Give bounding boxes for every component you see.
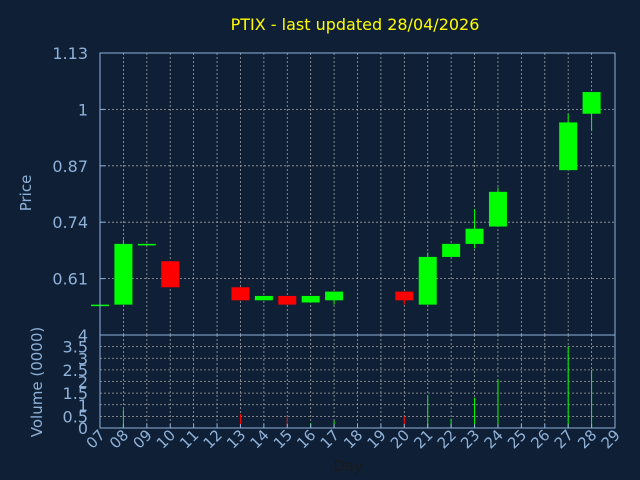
candle-09 <box>137 243 156 246</box>
price-tick-label: 0.87 <box>52 157 88 176</box>
x-tick-label: 12 <box>200 426 226 452</box>
candle-17 <box>325 291 344 305</box>
x-tick-label: 13 <box>223 426 249 452</box>
price-tick-label: 0.61 <box>52 270 88 289</box>
x-tick-label: 18 <box>340 426 366 452</box>
candle-16 <box>301 295 320 303</box>
price-panel: 0.61 0.74 0.87 1 1.13 Price <box>17 44 616 336</box>
candle-24 <box>488 187 507 227</box>
candle-body <box>488 191 507 227</box>
x-tick-label: 20 <box>387 426 413 452</box>
candle-13 <box>231 287 250 301</box>
candle-body <box>465 228 484 244</box>
x-tick-label: 16 <box>293 426 319 452</box>
candle-body <box>114 243 133 305</box>
x-tick-label: 22 <box>434 426 460 452</box>
price-axis-label: Price <box>17 175 35 212</box>
candle-body <box>301 295 320 303</box>
candle-body <box>137 243 156 246</box>
x-tick-label: 14 <box>246 426 272 452</box>
candle-14 <box>254 295 273 301</box>
volume-axis-label: Volume (0000) <box>28 327 46 437</box>
x-tick-labels: 0708091011121314151617181920212223242526… <box>83 424 624 452</box>
candle-body <box>161 261 180 288</box>
x-axis-label: Day <box>333 457 363 475</box>
volume-tick-label: 0.5 <box>63 407 88 426</box>
price-tick-label: 1 <box>78 100 88 119</box>
candle-10 <box>161 261 180 288</box>
candle-27 <box>559 113 578 171</box>
x-tick-label: 25 <box>504 426 530 452</box>
volume-tick-label: 2 <box>78 373 88 392</box>
candle-body <box>231 287 250 301</box>
price-grid <box>100 52 615 335</box>
candle-body <box>442 243 461 257</box>
volume-tick-label: 3 <box>78 349 88 368</box>
candle-22 <box>442 243 461 257</box>
x-tick-label: 21 <box>410 426 436 452</box>
volume-panel: 00.511.522.533.54 Volume (0000) <box>28 326 616 438</box>
candle-15 <box>278 295 297 305</box>
candle-21 <box>418 252 437 305</box>
x-tick-label: 08 <box>106 426 132 452</box>
x-tick-label: 24 <box>481 426 507 452</box>
volume-tick-label: 4 <box>78 326 88 345</box>
x-tick-label: 17 <box>317 426 343 452</box>
candle-body <box>559 122 578 171</box>
x-tick-label: 27 <box>551 426 577 452</box>
x-tick-label: 23 <box>457 426 483 452</box>
x-tick-label: 26 <box>527 426 553 452</box>
x-tick-label: 29 <box>598 426 624 452</box>
x-tick-label: 28 <box>574 426 600 452</box>
volume-tick-label: 1.5 <box>63 384 88 403</box>
volume-tick-label: 0 <box>78 419 88 438</box>
candle-body <box>418 256 437 305</box>
candle-body <box>325 291 344 301</box>
price-tick-labels: 0.61 0.74 0.87 1 1.13 <box>52 44 105 289</box>
candle-body <box>582 92 601 114</box>
candle-body <box>395 291 414 301</box>
x-tick-label: 10 <box>153 426 179 452</box>
x-tick-label: 09 <box>129 426 155 452</box>
x-tick-label: 11 <box>176 426 202 452</box>
volume-grid <box>100 335 615 428</box>
x-tick-label: 19 <box>364 426 390 452</box>
chart-title: PTIX - last updated 28/04/2026 <box>231 15 480 34</box>
candle-20 <box>395 291 414 305</box>
price-tick-label: 1.13 <box>52 44 88 63</box>
candle-23 <box>465 209 484 249</box>
volume-tick-label: 1 <box>78 396 88 415</box>
candlesticks <box>91 92 601 307</box>
x-tick-label: 15 <box>270 426 296 452</box>
candle-body <box>278 295 297 305</box>
candle-28 <box>582 92 601 132</box>
volume-tick-label: 3.5 <box>63 338 88 357</box>
volume-tick-labels: 00.511.522.533.54 <box>63 326 88 438</box>
candle-08 <box>114 239 133 305</box>
price-tick-label: 0.74 <box>52 213 88 232</box>
volume-tick-label: 2.5 <box>63 361 88 380</box>
candle-body <box>254 295 273 301</box>
